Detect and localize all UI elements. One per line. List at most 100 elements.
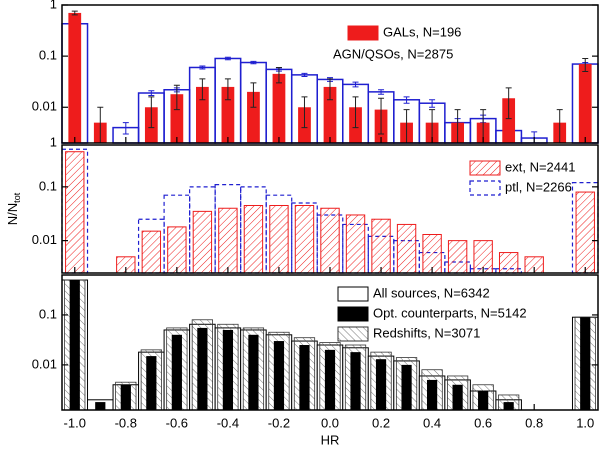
- bar: [350, 352, 361, 410]
- error-bar: [250, 60, 257, 65]
- bar: [580, 317, 591, 410]
- y-tick-label: 1: [50, 134, 57, 149]
- y-tick-label: 0.01: [32, 356, 57, 371]
- bar: [447, 240, 468, 274]
- bar: [575, 191, 595, 274]
- bar: [120, 384, 131, 410]
- error-bar: [582, 57, 589, 73]
- bar: [478, 391, 489, 410]
- bar: [243, 204, 264, 274]
- error-bar: [301, 96, 308, 129]
- legend-swatch: [469, 180, 501, 196]
- bar: [167, 226, 187, 274]
- bar: [320, 207, 340, 274]
- error-bar: [429, 99, 436, 108]
- bar: [294, 204, 315, 274]
- bar: [170, 94, 184, 143]
- legend-label: ext, N=2441: [505, 159, 575, 174]
- legend-swatch: [337, 326, 369, 342]
- error-bar: [122, 122, 129, 135]
- legend-swatch: [469, 160, 501, 176]
- bar: [221, 86, 235, 143]
- error-bar: [301, 72, 308, 77]
- legend-swatch: [337, 306, 369, 322]
- x-tick-label: -1.0: [64, 415, 86, 430]
- bar: [345, 214, 366, 274]
- bar: [171, 334, 182, 410]
- x-tick-label: -0.4: [217, 415, 239, 430]
- x-tick-label: -0.8: [115, 415, 137, 430]
- error-bar: [173, 84, 180, 111]
- bar: [502, 98, 516, 143]
- bar: [452, 384, 463, 410]
- bar: [196, 86, 209, 143]
- error-bar: [378, 89, 385, 95]
- x-tick-label: 0.2: [372, 415, 390, 430]
- bar: [265, 194, 293, 274]
- y-tick-label: 0.1: [39, 306, 57, 321]
- legend-swatch: [337, 286, 369, 302]
- bar: [95, 402, 106, 410]
- x-tick-label: 0.0: [321, 415, 339, 430]
- y-tick-label: 0.01: [32, 232, 57, 247]
- error-bar: [199, 65, 206, 70]
- legend-label: All sources, N=6342: [373, 285, 490, 300]
- bar: [396, 223, 417, 274]
- error-bar: [250, 82, 257, 108]
- bar: [269, 204, 289, 274]
- error-bar: [148, 96, 155, 129]
- y-tick-label: 1: [50, 0, 57, 11]
- x-axis-label: HR: [321, 432, 340, 447]
- x-tick-label: 0.6: [474, 415, 492, 430]
- bar: [299, 345, 310, 410]
- error-bar: [224, 56, 231, 61]
- bar: [371, 218, 391, 274]
- error-bar: [224, 78, 231, 101]
- bar: [498, 252, 519, 274]
- legend-label: Redshifts, N=3071: [373, 325, 480, 340]
- error-bar: [275, 66, 282, 84]
- error-bar: [352, 81, 359, 88]
- y-tick-label: 0.01: [32, 99, 57, 114]
- error-bar: [71, 10, 78, 16]
- bar: [197, 327, 208, 410]
- x-tick-label: 0.8: [525, 415, 543, 430]
- error-bar: [148, 90, 155, 96]
- bar: [273, 341, 285, 410]
- bar: [375, 359, 387, 410]
- bar: [141, 230, 162, 274]
- error-bar: [378, 97, 385, 135]
- legend-label: ptl, N=2266: [505, 179, 572, 194]
- bar: [272, 73, 286, 143]
- bar: [248, 334, 259, 410]
- bar: [146, 356, 157, 410]
- legend-label: GALs, N=196: [383, 24, 461, 39]
- y-label-sub: tot: [12, 192, 22, 203]
- legend-label: AGN/QSOs, N=2875: [333, 46, 453, 61]
- bar: [192, 210, 213, 274]
- bar: [65, 151, 85, 274]
- error-bar: [403, 96, 410, 104]
- y-axis-label: N/Ntot: [5, 192, 22, 225]
- bar: [426, 379, 438, 410]
- x-tick-label: 1.0: [576, 415, 594, 430]
- bar: [324, 349, 336, 410]
- bar: [222, 329, 234, 410]
- error-bar: [199, 78, 206, 101]
- error-bar: [327, 78, 333, 101]
- error-bar: [352, 96, 359, 129]
- x-tick-label: -0.6: [166, 415, 188, 430]
- bar: [69, 280, 80, 410]
- bar: [323, 86, 337, 143]
- bar: [247, 91, 260, 143]
- x-tick-label: 0.4: [423, 415, 441, 430]
- error-bar: [505, 87, 512, 120]
- y-tick-label: 0.1: [39, 48, 57, 63]
- x-tick-label: -0.2: [268, 415, 290, 430]
- bar: [578, 64, 592, 143]
- y-tick-label: 0.1: [39, 178, 57, 193]
- bar: [218, 207, 238, 274]
- bar: [68, 12, 82, 144]
- legend-label: Opt. counterparts, N=5142: [373, 305, 527, 320]
